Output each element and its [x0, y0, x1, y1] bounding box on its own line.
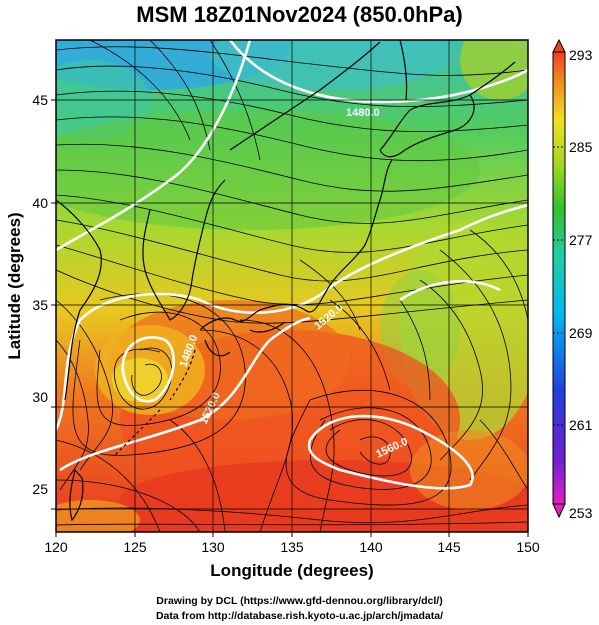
- x-tick-label: 120: [44, 539, 68, 555]
- lat-lon-grid: [56, 40, 528, 532]
- x-tick-label: 135: [280, 539, 304, 555]
- streamlines: [56, 40, 528, 532]
- height-contours: [56, 40, 528, 490]
- credit-drawing: Drawing by DCL (https://www.gfd-dennou.o…: [156, 595, 443, 607]
- x-tick-label: 130: [201, 539, 225, 555]
- y-tick-label: 45: [32, 92, 48, 108]
- temperature-field: [56, 40, 528, 532]
- x-axis-label: Longitude (degrees): [210, 561, 373, 580]
- colorbar-tick-label: 293: [569, 47, 593, 63]
- colorbar-tick-label: 277: [569, 232, 593, 248]
- colorbar: 293 285 277 269 261 253: [552, 38, 593, 521]
- x-tick-label: 125: [123, 539, 147, 555]
- axis-ticks: [51, 99, 529, 537]
- colorbar-tick-label: 285: [569, 139, 593, 155]
- y-tick-label: 30: [32, 389, 48, 405]
- x-tick-label: 150: [516, 539, 540, 555]
- contour-label-4: 1480.0: [346, 107, 380, 119]
- y-tick-label: 25: [32, 481, 48, 497]
- x-tick-label: 145: [437, 539, 461, 555]
- credit-data: Data from http://database.rish.kyoto-u.a…: [155, 610, 444, 622]
- y-tick-label: 40: [32, 195, 48, 211]
- coastlines: [56, 40, 516, 522]
- x-tick-label: 140: [359, 539, 383, 555]
- map-title: MSM 18Z01Nov2024 (850.0hPa): [136, 2, 463, 27]
- colorbar-tick-label: 269: [569, 325, 593, 341]
- colorbar-tick-label: 261: [569, 417, 593, 433]
- y-axis-label: Latitude (degrees): [5, 212, 24, 359]
- y-tick-label: 35: [32, 297, 48, 313]
- colorbar-tick-label: 253: [569, 505, 593, 521]
